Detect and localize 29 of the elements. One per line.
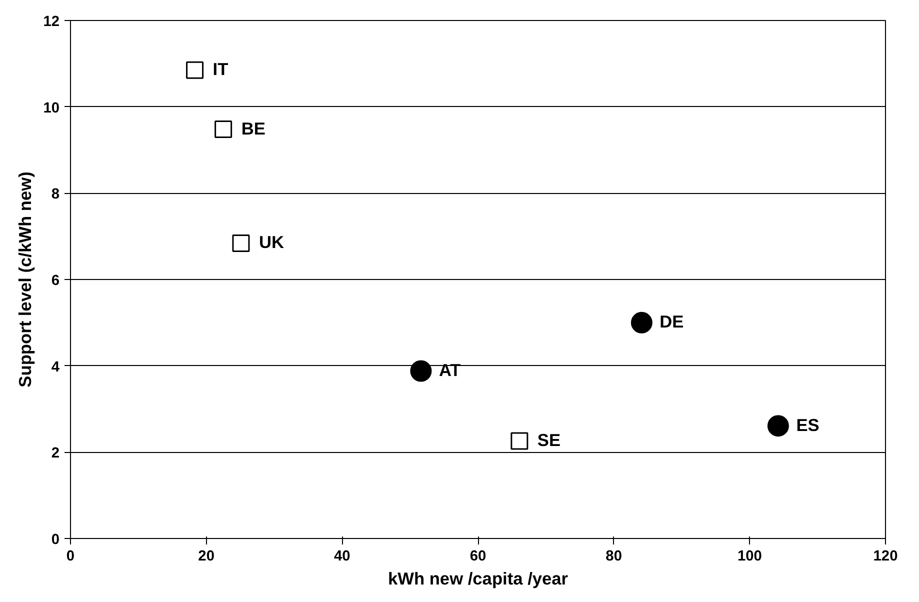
y-tick-label: 6 (51, 273, 60, 289)
annotation: BE (241, 118, 266, 138)
point (410, 360, 432, 382)
y-tick-label: 4 (51, 359, 60, 376)
point (186, 61, 204, 79)
point (232, 234, 250, 252)
y-tick-label: 2 (51, 446, 60, 462)
annotation: IT (212, 59, 229, 80)
annotation: DE (660, 312, 684, 332)
x-tick-label: 120 (873, 548, 898, 564)
x-tick-label: 100 (737, 548, 762, 564)
y-tick-label: 12 (43, 14, 60, 30)
annotation: ES (796, 414, 820, 435)
annotation: SE (537, 430, 561, 450)
annotation: UK (258, 232, 284, 252)
point (214, 120, 232, 138)
y-axis-title: Support level (c/kWh new) (15, 172, 36, 388)
point (630, 312, 652, 334)
y-tick-label: 8 (51, 186, 60, 203)
x-tick-label: 20 (198, 548, 214, 564)
y-tick-label: 0 (51, 532, 60, 548)
x-tick-label: 0 (66, 548, 75, 564)
point (767, 415, 789, 437)
y-tick-label: 10 (43, 100, 60, 116)
point (510, 432, 528, 450)
x-tick-label: 60 (470, 548, 486, 564)
x-tick-label: 80 (606, 548, 622, 564)
x-tick-label: 40 (334, 548, 350, 564)
x-axis-title: kWh new /capita /year (388, 568, 568, 588)
